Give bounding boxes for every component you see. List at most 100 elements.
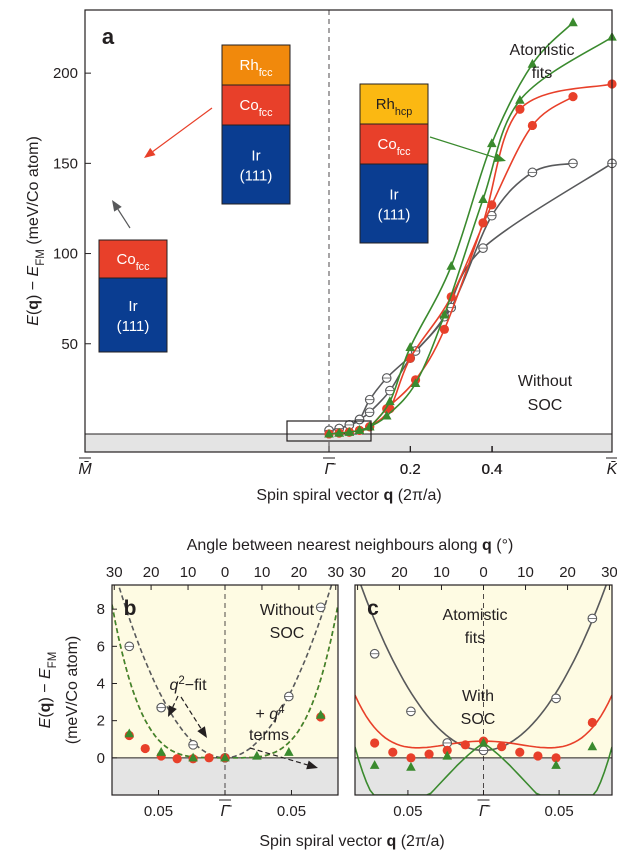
annotation: terms [249, 727, 289, 744]
data-point [283, 691, 294, 702]
data-point [369, 760, 380, 769]
data-point [587, 741, 598, 751]
x-axis-label: Spin spiral vector q (2π/a) [256, 487, 441, 504]
data-point [220, 752, 230, 762]
arrow [180, 696, 207, 738]
y-axis-label: (meV/Co atom) [64, 636, 81, 744]
label-part: 2 [178, 675, 184, 687]
panel-c: 30 20 10 0 10 20 30 0.05 Γ̄ 0.05 c Atomistic fits Wit… [349, 564, 617, 820]
arrow [249, 747, 318, 770]
label-part: Co [240, 97, 259, 114]
arrow [168, 695, 179, 717]
top-tick-label: 10 [433, 564, 450, 581]
arrow-head [168, 705, 177, 717]
label-part: q [169, 677, 178, 694]
data-point [478, 218, 488, 228]
y-tick-label: 50 [61, 336, 78, 353]
data-point [369, 648, 380, 659]
y-tick-label: 100 [53, 246, 78, 263]
label-part: −fit [185, 677, 207, 694]
data-point [344, 426, 355, 436]
data-point [487, 200, 497, 210]
data-point [188, 739, 198, 750]
x-tick-label: Γ̄ [479, 803, 491, 820]
top-tick-label: 30 [327, 564, 344, 581]
data-point [478, 243, 488, 253]
data-point [410, 378, 421, 388]
data-point [527, 58, 538, 68]
arrow [144, 107, 213, 158]
fit-curves [355, 585, 612, 795]
label-part: E [25, 315, 42, 326]
data-point [497, 742, 507, 752]
x-axis-label: Spin spiral vector q (2π/a) [259, 833, 444, 850]
data-point [406, 761, 416, 771]
label-part: 4 [278, 704, 285, 716]
label-part: (2π/a) [396, 833, 444, 850]
data-point [324, 428, 334, 438]
data-point [478, 745, 489, 756]
data-point [252, 750, 262, 760]
label-part: ) − [25, 276, 42, 300]
layer-label: Ir [251, 148, 260, 165]
arrow [429, 136, 506, 162]
x-tick-label: 0.2 [400, 461, 421, 478]
arrow-line [117, 208, 131, 229]
annotation: fits [532, 65, 552, 82]
data-point [172, 754, 182, 764]
annotation: SOC [461, 711, 496, 728]
data-point [204, 753, 214, 763]
data-point [381, 373, 392, 383]
data-point [381, 410, 392, 420]
x-tick-label: 0.4 [481, 461, 502, 478]
x-tick-label: 0.2 [400, 461, 421, 478]
fit-green [112, 604, 338, 759]
x-tick-label: 0.05 [277, 803, 306, 820]
top-tick-label: 0 [479, 564, 487, 581]
label-part: fcc [397, 146, 411, 158]
label-part: q [482, 537, 492, 554]
label-part: fcc [259, 107, 273, 119]
layer-label: (111) [240, 168, 273, 185]
x-tick-label: M̄ [78, 461, 92, 478]
data-point [587, 613, 598, 624]
top-tick-label: 10 [254, 564, 271, 581]
data-point [551, 753, 561, 763]
data-point [486, 210, 497, 221]
arrow-head [197, 726, 207, 738]
label-part: E [25, 265, 42, 276]
data-point [527, 120, 538, 131]
top-tick-label: 10 [517, 564, 534, 581]
zoom-box [286, 420, 372, 442]
label-part: ( [37, 712, 54, 718]
label-part: q [387, 833, 397, 850]
arrow-head [112, 200, 122, 212]
data-point [442, 745, 452, 755]
y-tick-label: 200 [53, 65, 78, 82]
x-tick-label: 0.05 [393, 803, 422, 820]
y-tick-label: 4 [97, 675, 105, 692]
layer-label: Cofcc [240, 97, 274, 119]
data-point [364, 407, 375, 418]
data-point [344, 420, 355, 430]
arrow-line [172, 695, 179, 708]
label-part: E [37, 717, 54, 728]
x-tick-label: 0.05 [544, 803, 573, 820]
layer-rect [359, 163, 429, 244]
legend-box-green: Rhhcp Cofcc Ir (111) [359, 83, 429, 244]
label-part: q [384, 487, 394, 504]
data-point [460, 740, 470, 750]
legend-box-red: Rhfcc Cofcc Ir (111) [221, 44, 291, 205]
layer-rect [98, 239, 168, 279]
x-tick-label: Γ̄ [220, 803, 232, 820]
label-part: Angle between nearest neighbours along [187, 537, 482, 554]
layer-label: Rhfcc [240, 57, 274, 79]
label-part: E [37, 668, 54, 679]
data-point [487, 138, 497, 148]
layer-label: Ir [128, 298, 137, 315]
annotation: With [462, 688, 494, 705]
data-point [156, 747, 166, 756]
layer-label: Ir [389, 187, 398, 204]
label-part: (°) [492, 537, 514, 554]
